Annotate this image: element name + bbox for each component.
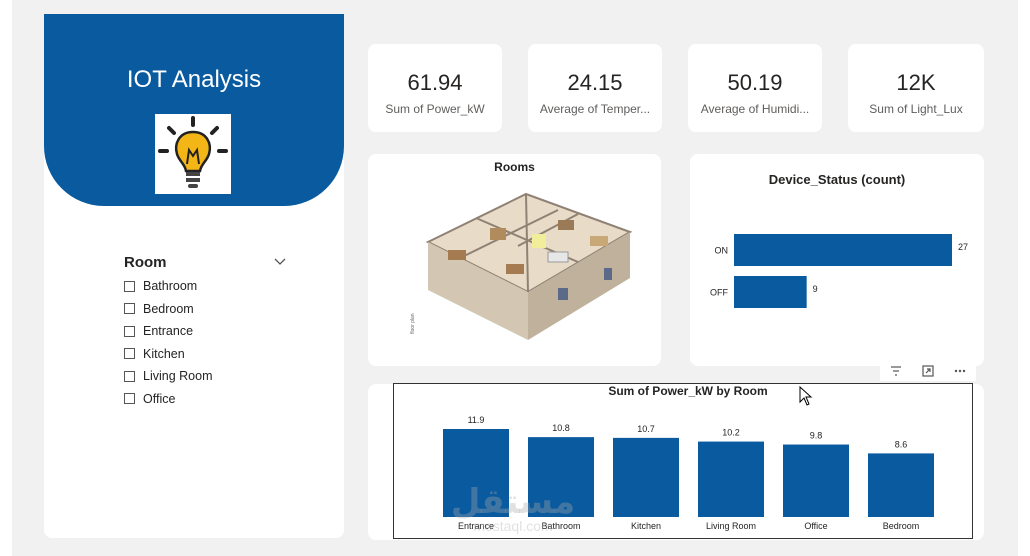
device-status-title: Device_Status (count) (768, 172, 906, 187)
kpi-label: Sum of Power_kW (385, 102, 485, 116)
data-label: 9.8 (810, 431, 823, 441)
checkbox[interactable] (124, 348, 135, 360)
slicer-item-living-room[interactable]: Living Room (124, 365, 294, 388)
report-title: IOT Analysis (126, 66, 262, 93)
kpi-card-light[interactable]: 12K Sum of Light_Lux (848, 44, 984, 132)
slicer-item-label: Entrance (143, 324, 194, 339)
device-status-chart: ON 27 OFF 9 (710, 234, 968, 308)
kpi-value: 61.94 (407, 70, 463, 95)
slicer-item-label: Living Room (143, 369, 213, 384)
slicer-item-office[interactable]: Office (124, 388, 294, 411)
bar-entrance (443, 429, 509, 517)
kpi-value: 50.19 (727, 70, 783, 95)
kpi-value: 12K (896, 70, 936, 95)
category-label: Entrance (458, 521, 494, 531)
svg-text:floor plan: floor plan (410, 313, 416, 334)
category-label: Kitchen (631, 521, 661, 531)
mouse-cursor-icon (799, 385, 813, 406)
category-label: ON (715, 246, 729, 256)
bar-bedroom (868, 453, 934, 517)
category-label: OFF (710, 288, 728, 298)
slicer-item-label: Bedroom (143, 301, 194, 316)
kpi-card-power[interactable]: 61.94 Sum of Power_kW (368, 44, 502, 132)
visual-selection-frame (393, 383, 973, 539)
chevron-down-icon[interactable] (272, 254, 288, 270)
device-status-visual[interactable]: Device_Status (count) ON 27 OFF 9 (690, 154, 984, 366)
category-label: Bedroom (883, 521, 920, 531)
checkbox[interactable] (124, 325, 135, 337)
checkbox[interactable] (124, 303, 135, 315)
watermark: مستقل mostaql.com (438, 480, 588, 550)
slicer-item-label: Bathroom (143, 279, 198, 294)
visual-header (880, 361, 976, 381)
filter-icon[interactable] (888, 363, 904, 379)
chart-title: Sum of Power_kW by Room (608, 384, 767, 398)
lightbulb-icon (155, 114, 231, 194)
rooms-visual[interactable]: Rooms floor plan (368, 154, 661, 366)
bar-off (734, 276, 807, 308)
bar-living-room (698, 441, 764, 517)
checkbox[interactable] (124, 280, 135, 292)
power-by-room-visual[interactable]: Sum of Power_kW by Room 11.9 Entrance 10.8 B… (368, 384, 984, 540)
left-panel: IOT Analysis Room Ba (44, 14, 344, 538)
kpi-label: Average of Humidi... (700, 102, 810, 116)
bar-office (783, 444, 849, 517)
bar-kitchen (613, 437, 679, 517)
kpi-label: Average of Temper... (539, 102, 651, 116)
rooms-title: Rooms (494, 160, 535, 174)
data-label: 9 (813, 284, 818, 294)
slicer-item-label: Kitchen (143, 346, 185, 361)
floor-plan-image: floor plan (410, 192, 633, 340)
slicer-list: Bathroom Bedroom Entrance Kitchen Living… (124, 275, 294, 410)
kpi-card-humidity[interactable]: 50.19 Average of Humidi... (688, 44, 822, 132)
data-label: 10.2 (722, 428, 740, 438)
more-options-icon[interactable] (952, 363, 968, 379)
data-label: 8.6 (895, 439, 908, 449)
category-label: Office (804, 521, 827, 531)
room-slicer: Room Bathroom Bedroom Entrance Kitchen L… (124, 254, 294, 410)
slicer-item-entrance[interactable]: Entrance (124, 320, 294, 343)
data-label: 11.9 (468, 415, 485, 425)
checkbox[interactable] (124, 393, 135, 405)
bar-bathroom (528, 437, 594, 517)
kpi-card-temperature[interactable]: 24.15 Average of Temper... (528, 44, 662, 132)
category-label: Bathroom (541, 521, 580, 531)
power-by-room-chart: Sum of Power_kW by Room 11.9 Entrance 10.8 B… (443, 384, 934, 531)
data-label: 27 (958, 242, 968, 252)
slicer-title: Room (124, 254, 167, 271)
slicer-item-label: Office (143, 391, 176, 406)
kpi-label: Sum of Light_Lux (869, 102, 963, 116)
bar-on (734, 234, 952, 266)
checkbox[interactable] (124, 370, 135, 382)
kpi-value: 24.15 (567, 70, 623, 95)
slicer-item-bedroom[interactable]: Bedroom (124, 298, 294, 321)
data-label: 10.7 (637, 424, 655, 434)
focus-mode-icon[interactable] (920, 363, 936, 379)
brand-header: IOT Analysis (44, 14, 344, 206)
watermark-latin: mostaql.com (473, 518, 553, 534)
slicer-item-kitchen[interactable]: Kitchen (124, 343, 294, 366)
data-label: 10.8 (552, 423, 570, 433)
watermark-arabic: مستقل (450, 483, 576, 521)
slicer-item-bathroom[interactable]: Bathroom (124, 275, 294, 298)
category-label: Living Room (706, 521, 756, 531)
